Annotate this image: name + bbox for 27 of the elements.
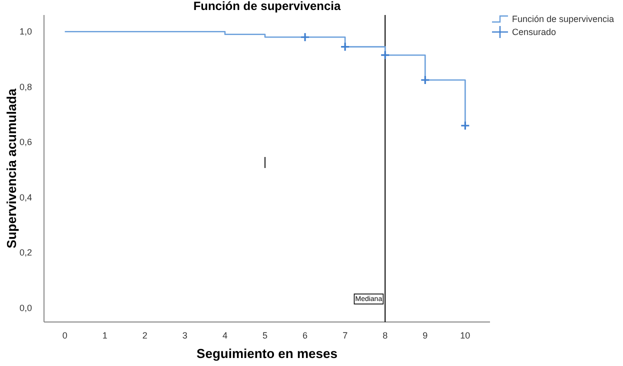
point (340, 42, 350, 52)
point (380, 50, 390, 60)
legend-label: Censurado (512, 27, 556, 37)
x-tick-label: 10 (460, 330, 470, 340)
y-tick-label: 0,2 (19, 248, 32, 258)
x-axis-title: Seguimiento en meses (196, 346, 338, 361)
x-tick-label: 2 (142, 330, 148, 340)
x-tick-label: 9 (422, 330, 428, 340)
y-tick-label: 0,4 (19, 192, 32, 202)
x-tick-label: 8 (382, 330, 388, 340)
legend-label: Función de supervivencia (512, 14, 614, 24)
y-tick-label: 0,6 (19, 137, 32, 148)
chart-title: Función de supervivencia (193, 0, 342, 13)
point (460, 120, 470, 130)
x-tick-label: 5 (262, 330, 268, 340)
y-tick-label: 0,0 (19, 303, 32, 314)
x-tick-label: 1 (102, 330, 108, 340)
point (300, 32, 310, 42)
y-axis-title: Supervivencia acumulada (4, 88, 19, 248)
x-tick-label: 0 (62, 330, 68, 340)
x-tick-label: 6 (302, 330, 308, 340)
x-tick-label: 4 (222, 330, 228, 340)
x-tick-label: 3 (182, 330, 188, 340)
y-tick-label: 0,8 (19, 82, 32, 92)
y-tick-label: 1,0 (19, 26, 32, 36)
x-tick-label: 7 (342, 330, 348, 340)
point (420, 75, 430, 85)
